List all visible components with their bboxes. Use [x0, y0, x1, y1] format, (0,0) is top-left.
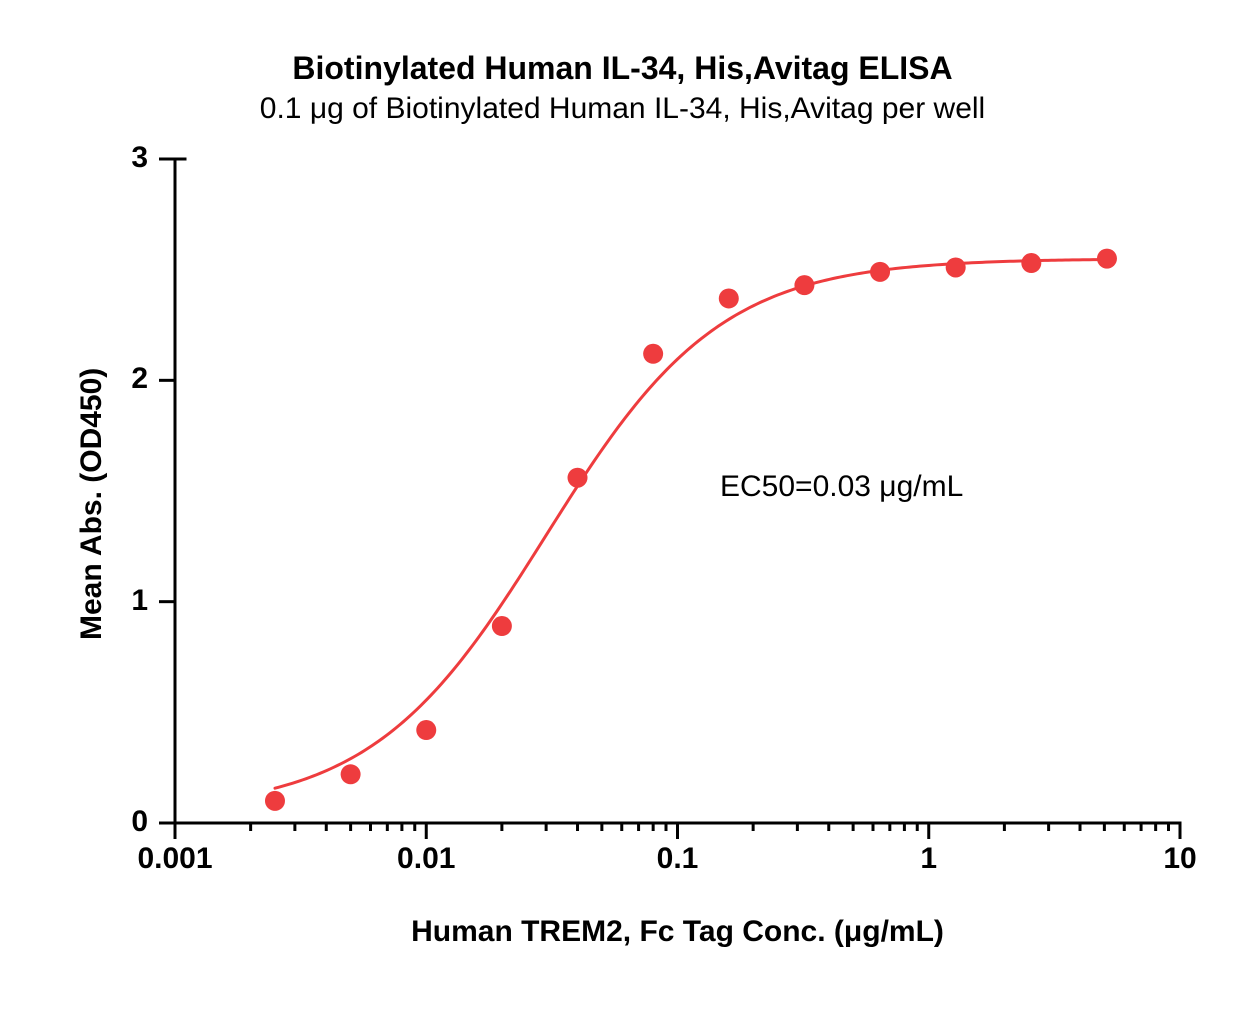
x-tick-label: 1 — [869, 842, 989, 876]
y-tick-label: 2 — [108, 362, 148, 396]
y-tick-label: 3 — [108, 141, 148, 175]
x-tick-label: 10 — [1120, 842, 1240, 876]
plot-area — [0, 0, 1245, 1032]
x-tick-label: 0.01 — [366, 842, 486, 876]
y-tick-label: 0 — [108, 805, 148, 839]
y-tick-label: 1 — [108, 584, 148, 618]
elisa-chart-figure: Biotinylated Human IL-34, His,Avitag ELI… — [0, 0, 1245, 1032]
x-tick-label: 0.1 — [618, 842, 738, 876]
x-tick-label: 0.001 — [115, 842, 235, 876]
